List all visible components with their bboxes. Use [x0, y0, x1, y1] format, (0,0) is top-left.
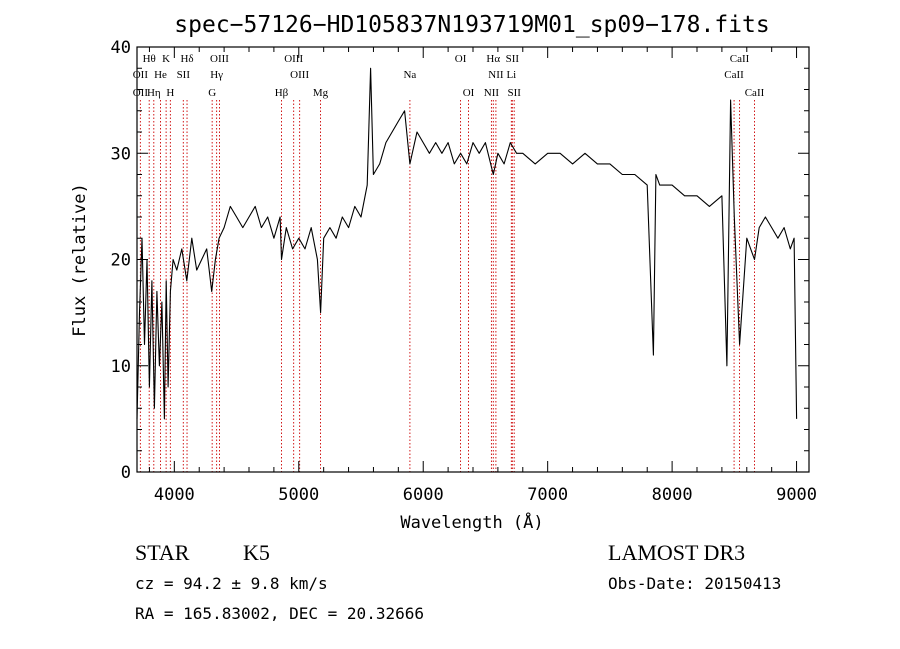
- line-marker-label-5: K: [162, 53, 170, 65]
- line-marker-label-11: G: [208, 87, 216, 99]
- line-marker-label-23: Li: [506, 69, 516, 81]
- chart-title: spec−57126−HD105837N193719M01_sp09−178.f…: [174, 12, 769, 38]
- axis-ticks: 4000 5000 6000 7000 8000 9000 0 10 20 30 40: [111, 38, 818, 505]
- survey-name: LAMOST DR3: [608, 540, 745, 565]
- line-marker-label-15: Mg: [313, 87, 329, 99]
- spectral-subclass: K5: [243, 540, 270, 565]
- line-marker-label-12: OIII: [284, 53, 303, 65]
- line-marker-label-13: OIII: [290, 69, 309, 81]
- line-marker-label-16: Na: [403, 69, 416, 81]
- line-marker-label-6: H: [166, 87, 174, 99]
- x-tick-label-9000: 9000: [776, 485, 817, 505]
- line-marker-label-20: NII: [488, 69, 504, 81]
- redshift-cz: cz = 94.2 ± 9.8 km/s: [135, 574, 328, 593]
- line-marker-layer: [139, 100, 755, 472]
- line-marker-label-21: NII: [484, 87, 500, 99]
- x-tick-label-7000: 7000: [527, 485, 568, 505]
- x-tick-label-8000: 8000: [652, 485, 693, 505]
- x-tick-label-5000: 5000: [278, 485, 319, 505]
- y-tick-label-0: 0: [121, 463, 131, 483]
- line-marker-label-24: SII: [507, 87, 521, 99]
- line-marker-label-10: Hγ: [210, 69, 223, 81]
- line-marker-label-8: Hδ: [180, 53, 193, 65]
- line-marker-label-7: SII: [177, 69, 191, 81]
- x-tick-label-6000: 6000: [403, 485, 444, 505]
- line-marker-label-27: CaII: [745, 87, 765, 99]
- plot-frame: [136, 46, 810, 473]
- line-marker-label-1: OII: [133, 69, 149, 81]
- line-marker-label-14: Hβ: [275, 87, 289, 99]
- y-tick-label-30: 30: [111, 144, 131, 164]
- line-marker-label-22: SII: [506, 53, 520, 65]
- line-marker-label-26: CaII: [724, 69, 744, 81]
- line-marker-label-4: Hη: [147, 87, 161, 99]
- line-marker-label-25: CaII: [730, 53, 750, 65]
- coordinates: RA = 165.83002, DEC = 20.32666: [135, 604, 424, 623]
- y-tick-label-40: 40: [111, 38, 131, 58]
- spectrum-line: [136, 67, 798, 420]
- observation-date: Obs-Date: 20150413: [608, 574, 781, 593]
- object-type: STAR: [135, 540, 190, 565]
- line-marker-label-3: He: [154, 69, 167, 81]
- line-marker-label-0: Hθ: [143, 53, 156, 65]
- line-marker-label-18: OI: [463, 87, 475, 99]
- line-marker-label-19: Hα: [486, 53, 500, 65]
- line-marker-label-9: OIII: [210, 53, 229, 65]
- x-axis-label: Wavelength (Å): [400, 511, 543, 533]
- x-tick-label-4000: 4000: [154, 485, 195, 505]
- y-axis-label: Flux (relative): [70, 183, 90, 337]
- y-tick-label-20: 20: [111, 251, 131, 271]
- line-marker-label-17: OI: [455, 53, 467, 65]
- y-tick-label-10: 10: [111, 357, 131, 377]
